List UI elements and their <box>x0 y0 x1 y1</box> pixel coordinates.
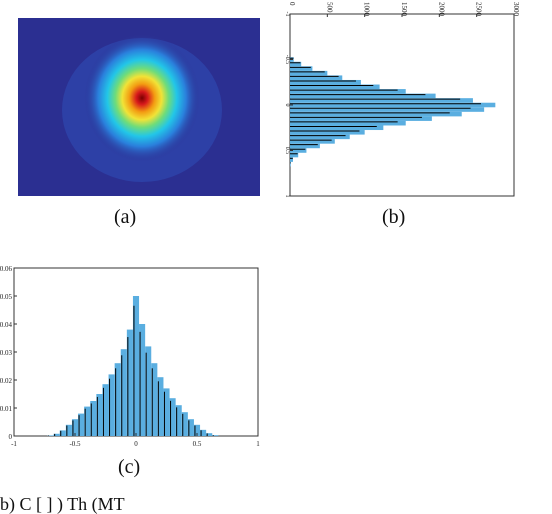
count-tick-label: 1500 <box>400 2 408 17</box>
histogram-bar <box>65 424 72 436</box>
histogram-bar <box>96 394 103 436</box>
histogram-bar <box>290 152 299 158</box>
histogram-bar <box>126 329 133 436</box>
histogram-bar <box>181 412 188 436</box>
heatmap-blob <box>84 34 200 162</box>
histogram-bar <box>290 125 384 131</box>
histogram-bar <box>71 419 79 436</box>
histogram-bar <box>53 433 60 436</box>
histogram-bar <box>290 148 307 153</box>
histogram-c-panel: 0 0.01 0.02 0.03 0.04 0.05 0.06 -1 -0.5 0 0.5 1 <box>0 258 270 450</box>
count-tick-label: 1000 <box>363 2 371 17</box>
histogram-bar <box>145 346 152 436</box>
value-tick-label: -0.5 <box>284 55 290 65</box>
histogram-bar <box>90 401 97 436</box>
y-tick-label: 0.06 <box>0 265 13 273</box>
histogram-bar <box>290 161 291 167</box>
caption-b: (b) <box>382 206 406 228</box>
count-tick-label: 2500 <box>475 2 483 17</box>
histogram-bar <box>200 429 207 436</box>
histogram-bar <box>206 433 213 436</box>
histogram-bar <box>290 98 473 103</box>
histogram-bar <box>290 61 302 67</box>
histogram-bar <box>290 139 335 144</box>
x-tick-label: -0.5 <box>69 440 81 448</box>
histogram-bar <box>290 107 485 112</box>
count-tick-label: 500 <box>325 2 333 13</box>
histogram-bar <box>163 388 170 436</box>
x-tick-label: -1 <box>11 440 17 448</box>
histogram-bar <box>151 363 158 436</box>
histogram-bar <box>290 120 406 126</box>
value-tick-label: 0.5 <box>284 147 290 155</box>
histogram-bar <box>175 405 182 436</box>
histogram-b-chart: 0 500 1000 1500 2000 2500 3000 -1 -0.5 0 0.5 1 <box>284 2 520 198</box>
y-tick-label: 0.02 <box>0 377 13 385</box>
value-tick-label: -1 <box>284 12 290 17</box>
histogram-bar <box>290 79 361 85</box>
histogram-bar <box>139 324 146 436</box>
histogram-bar <box>59 430 66 436</box>
histogram-bar <box>290 116 432 121</box>
count-tick-label: 3000 <box>512 2 520 17</box>
histogram-bar <box>47 435 54 436</box>
histogram-bar <box>290 75 343 80</box>
y-tick-label: 0.05 <box>0 293 13 301</box>
histogram-bar <box>290 143 320 149</box>
histogram-bar <box>78 413 85 436</box>
histogram-bar <box>84 406 91 436</box>
histogram-bar <box>120 349 127 436</box>
histogram-bar <box>290 66 313 71</box>
count-tick-label: 0 <box>288 2 296 6</box>
value-tick-label: 0 <box>284 104 290 107</box>
y-tick-label: 0.01 <box>0 405 13 413</box>
count-tick-label: 2000 <box>437 2 445 17</box>
histogram-bar <box>290 130 365 135</box>
x-tick-label: 1 <box>256 440 260 448</box>
histogram-bar <box>290 70 328 76</box>
histogram-bar <box>290 93 436 99</box>
histogram-bar <box>290 111 462 117</box>
histogram-bar <box>114 363 121 436</box>
histogram-bar <box>290 102 496 108</box>
histogram-bar <box>193 424 201 436</box>
histogram-bar <box>212 435 219 436</box>
heatmap-panel <box>18 18 260 196</box>
histogram-bar <box>290 134 350 140</box>
histogram-b-panel: 0 500 1000 1500 2000 2500 3000 -1 -0.5 0 0.5 1 <box>272 0 522 200</box>
histogram-bar <box>132 296 140 436</box>
histogram-bar <box>169 398 176 436</box>
histogram-bar <box>290 84 380 90</box>
value-tick-label: 1 <box>284 195 290 198</box>
heatmap-image <box>18 18 260 196</box>
figure-caption-text: b) C [ ] ) Th (MT <box>0 494 125 514</box>
x-tick-label: 0.5 <box>193 440 202 448</box>
histogram-bar <box>290 89 406 94</box>
histogram-bar <box>187 419 194 436</box>
y-tick-label: 0 <box>9 433 13 441</box>
histogram-c-chart: 0 0.01 0.02 0.03 0.04 0.05 0.06 -1 -0.5 0 0.5 1 <box>0 265 260 448</box>
histogram-bar <box>290 157 293 162</box>
caption-a: (a) <box>114 206 137 228</box>
x-tick-label: 0 <box>134 440 138 448</box>
histogram-bar <box>108 374 115 436</box>
histogram-bar <box>157 377 164 436</box>
caption-c: (c) <box>118 456 141 478</box>
histogram-bar <box>102 384 109 436</box>
y-tick-label: 0.04 <box>0 321 13 329</box>
y-tick-label: 0.03 <box>0 349 13 357</box>
